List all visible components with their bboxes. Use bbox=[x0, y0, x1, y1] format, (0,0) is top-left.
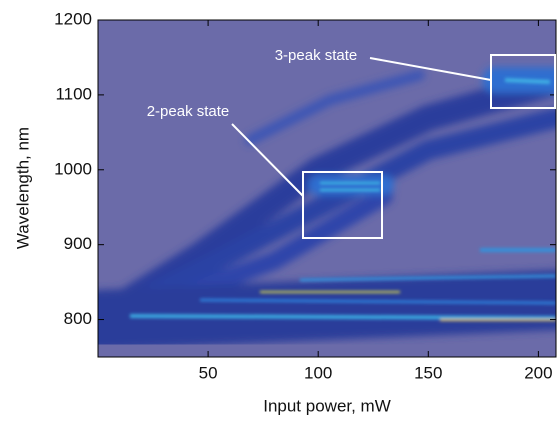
y-tick-label: 900 bbox=[64, 234, 92, 253]
heatmap bbox=[98, 67, 556, 350]
y-tick-label: 1100 bbox=[55, 84, 92, 103]
y-axis-label: Wavelength, nm bbox=[13, 127, 32, 249]
annotation: 3-peak state bbox=[275, 47, 358, 64]
y-tick-label: 1200 bbox=[54, 9, 92, 28]
x-tick-label: 50 bbox=[199, 363, 218, 382]
y-tick-label: 800 bbox=[64, 309, 92, 328]
x-tick-label: 200 bbox=[524, 363, 552, 382]
y-tick-label: 1000 bbox=[54, 159, 92, 178]
annotation-shapes bbox=[231, 54, 556, 239]
x-tick-label: 100 bbox=[304, 363, 332, 382]
plot-frame bbox=[97, 19, 557, 358]
x-tick-label: 150 bbox=[414, 363, 442, 382]
annotation: 2-peak state bbox=[147, 103, 230, 120]
x-axis-label: Input power, mW bbox=[263, 396, 391, 415]
